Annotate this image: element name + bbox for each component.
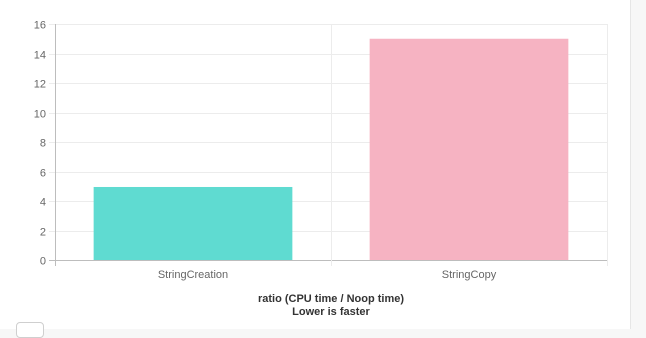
y-tick-label: 4 [40,197,46,209]
y-tick-label: 8 [40,138,46,150]
y-tick-label: 6 [40,168,46,180]
y-tick-label: 12 [34,79,46,91]
y-tick-label: 0 [40,256,46,268]
bar-stringcreation[interactable] [93,186,293,260]
x-tick-label: StringCopy [442,269,497,281]
chart-toggle-button[interactable] [16,322,44,338]
chart-card: 0 2 4 6 8 10 12 14 16 StringCreation StringCopy ra… [16,0,631,338]
bar-stringcopy[interactable] [369,38,569,260]
x-tick-label: StringCreation [158,269,228,281]
x-axis-subtitle: Lower is faster [292,306,370,318]
y-tick-label: 2 [40,227,46,239]
y-tick-label: 10 [34,109,46,121]
y-tick-label: 14 [34,50,46,62]
labels: 0 2 4 6 8 10 12 14 16 StringCreation StringCopy [34,20,497,282]
y-tick-label: 16 [34,20,46,32]
x-axis-title: ratio (CPU time / Noop time) [258,293,404,305]
bar-chart: 0 2 4 6 8 10 12 14 16 StringCreation StringCopy ra… [34,20,608,318]
bars [93,38,569,260]
